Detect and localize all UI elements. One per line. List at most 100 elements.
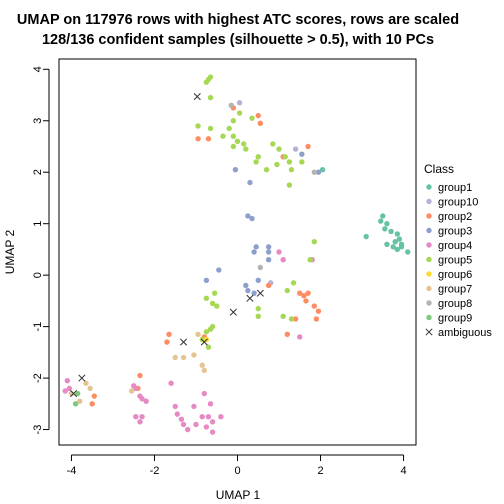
y-tick-label: 2 [32,169,44,175]
group2-point [257,120,264,127]
group2-point [313,316,320,322]
group4-point [205,413,212,420]
legend-item-group10: group10 [426,197,478,209]
group7-point [180,354,187,361]
group7-point [195,331,201,338]
group2-point [89,401,95,407]
group3-point [249,215,255,222]
series-group1 [319,166,411,255]
legend-marker-dot [426,242,432,248]
group3-point [243,282,249,289]
group2-point [311,303,317,309]
group4-point [64,377,71,384]
ambiguous-point [229,308,237,316]
legend-label: group2 [438,211,472,223]
group4-point [133,385,139,392]
group3-point [265,257,272,263]
legend-marker-dot [426,314,432,321]
legend-label: group10 [438,197,478,209]
group2-point [91,393,97,399]
group7-point [83,380,89,386]
group5-point [255,154,261,160]
group3-point [216,267,222,273]
y-tick-label: 1 [32,221,44,227]
legend-item-group4: group4 [426,240,472,252]
legend-entries: group1 group10 group2 group3 group4 group5 gro… [425,182,492,339]
ambiguous-point [193,93,201,101]
group5-point [288,166,295,173]
x-tick-label: 4 [400,465,406,477]
legend-item-group1: group1 [426,182,472,194]
group1-point [394,231,401,237]
group3-point [232,166,239,173]
group5-point [290,280,297,286]
group10-point [236,100,243,106]
group4-point [209,429,216,435]
group4-point [199,413,205,420]
group5-point [195,123,201,129]
group5-point [288,316,295,322]
group5-point [234,138,241,145]
group1-point [382,226,388,232]
group1-point [384,220,390,227]
group2-point [164,339,170,345]
group2-point [315,308,322,314]
legend-marker-dot [426,198,432,205]
group5-point [286,182,293,188]
group3-point [203,277,210,284]
group9-point [74,390,81,397]
legend-marker-dot [426,271,432,277]
group5-point [230,133,237,139]
legend-marker-dot [426,227,432,234]
group3-point [315,169,322,175]
group5-point [203,329,210,335]
y-tick-label: -2 [32,373,44,383]
group2-point [305,290,311,296]
group8-point [228,102,234,109]
group5-point [282,154,288,160]
group5-point [203,295,210,302]
group4-point [191,403,197,410]
legend-item-group8: group8 [426,298,472,310]
group3-point [265,244,272,250]
group4-point [207,401,214,407]
legend-item-group9: group9 [426,313,472,325]
legend-marker-dot [426,184,432,190]
legend-title: Class [424,162,454,176]
group2-point [195,136,201,142]
y-tick-label: -3 [32,425,44,435]
group5-point [284,287,291,294]
group5-point [253,159,259,165]
legend-label: ambiguous [438,327,492,339]
series-group3 [203,151,322,296]
group2-point [205,136,212,142]
group1-point [394,246,401,253]
group2-point [137,372,143,379]
y-tick-label: 3 [32,118,44,124]
legend-marker-dot [426,300,432,306]
legend-label: group3 [438,226,472,238]
group1-point [363,233,369,240]
x-axis-label: UMAP 1 [216,488,261,502]
group7-point [87,385,93,392]
group7-point [172,354,178,361]
x-tick-label: -4 [67,465,77,477]
group5-point [203,79,210,85]
legend-label: group6 [438,269,472,281]
ambiguous-point [179,338,188,346]
group5-point [205,344,212,350]
legend-label: group9 [438,313,472,325]
group2-point [265,282,272,289]
group3-point [265,249,272,255]
group4-point [201,390,207,397]
group3-point [245,287,251,294]
group3-point [299,151,305,157]
group5-point [207,94,214,101]
group5-point [263,166,270,173]
group1-point [380,213,386,219]
group5-point [230,143,237,150]
y-axis-label: UMAP 2 [3,229,17,274]
group5-point [307,257,313,263]
group4-point [280,257,286,263]
legend: Class group1 group10 group2 group3 group4 gro… [424,162,492,339]
